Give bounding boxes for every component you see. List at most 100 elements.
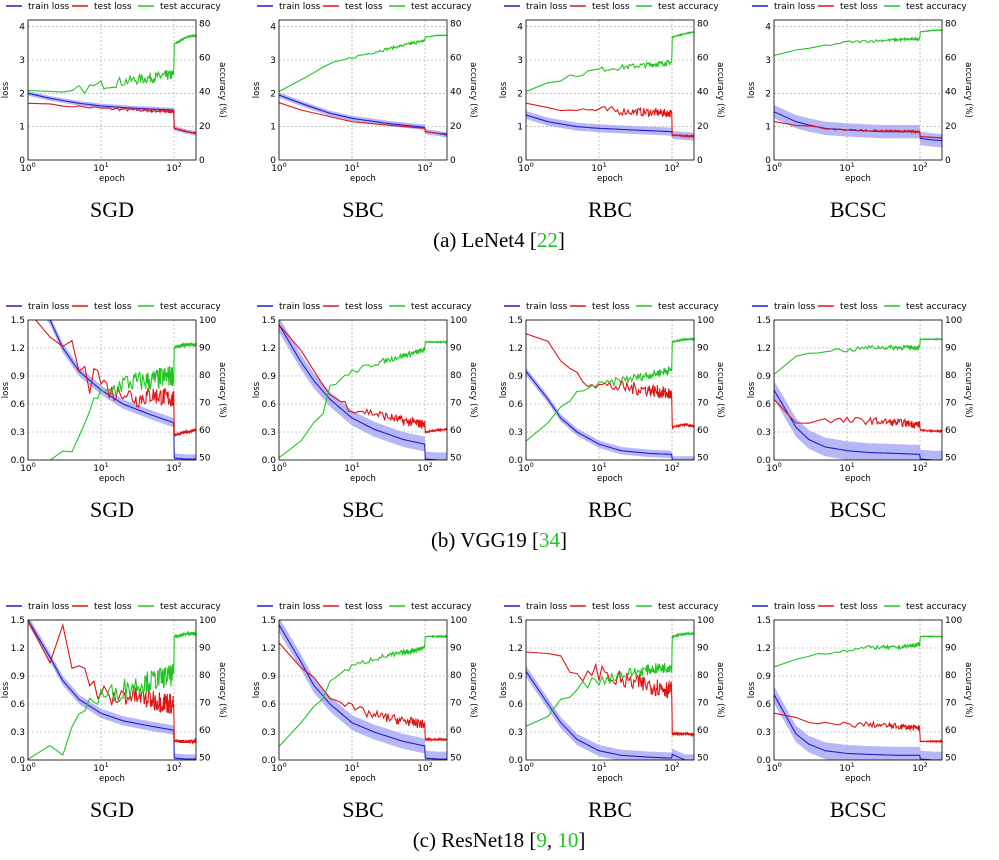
epoch-tick-label: 100 [766, 461, 782, 474]
train-loss-line [526, 370, 694, 460]
train-loss-line [49, 320, 196, 460]
train-loss-band [774, 105, 942, 148]
legend-label-test-accuracy: test accuracy [658, 2, 719, 12]
loss-tick-label: 1.5 [262, 316, 276, 326]
accuracy-tick-label: 70 [199, 398, 211, 408]
test-accuracy-line [774, 337, 942, 375]
loss-tick-label: 0.6 [509, 700, 524, 710]
plot-frame [525, 19, 695, 161]
loss-tick-label: 1 [517, 123, 523, 133]
loss-tick-label: 4 [517, 23, 523, 33]
accuracy-tick-label: 60 [450, 726, 462, 736]
y-axis-label-left: loss [499, 681, 509, 698]
loss-tick-label: 3 [270, 56, 276, 66]
test-loss-line [526, 102, 694, 139]
accuracy-tick-label: 100 [450, 616, 467, 626]
accuracy-tick-label: 80 [450, 19, 462, 29]
citation-link[interactable]: 34 [539, 528, 561, 552]
accuracy-tick-label: 70 [697, 398, 709, 408]
loss-tick-label: 0.3 [509, 728, 523, 738]
loss-tick-label: 2 [270, 89, 276, 99]
accuracy-tick-label: 70 [945, 398, 957, 408]
loss-tick-label: 1.5 [262, 616, 276, 626]
accuracy-tick-label: 80 [450, 371, 462, 381]
loss-tick-label: 1 [19, 123, 25, 133]
epoch-tick-label: 100 [766, 161, 782, 174]
plot-frame [27, 19, 197, 161]
accuracy-tick-label: 40 [945, 88, 957, 98]
loss-tick-label: 1.2 [11, 344, 25, 354]
loss-tick-label: 0.3 [262, 428, 276, 438]
citation-link[interactable]: 9 [536, 828, 547, 852]
y-axis-label-right: accuracy (%) [715, 662, 725, 718]
test-loss-line [526, 651, 694, 738]
accuracy-tick-label: 20 [945, 122, 957, 132]
accuracy-tick-label: 90 [199, 643, 211, 653]
citation-link[interactable]: 10 [557, 828, 578, 852]
x-axis-label: epoch [845, 174, 871, 184]
x-axis-label: epoch [350, 174, 376, 184]
epoch-tick-label: 102 [166, 761, 182, 774]
legend-label-test-accuracy: test accuracy [906, 602, 967, 612]
accuracy-tick-label: 80 [199, 19, 211, 29]
train-loss-line [28, 92, 196, 134]
test-loss-line [279, 102, 447, 135]
loss-tick-label: 4 [270, 23, 276, 33]
accuracy-tick-label: 60 [450, 426, 462, 436]
row-caption: (c) ResNet18 [9, 10] [413, 828, 586, 852]
accuracy-tick-label: 100 [697, 616, 714, 626]
accuracy-tick-label: 60 [199, 426, 211, 436]
train-loss-line [279, 324, 447, 460]
plot-frame [773, 319, 943, 461]
accuracy-tick-label: 60 [945, 54, 957, 64]
loss-tick-label: 1.5 [757, 316, 771, 326]
test-accuracy-line [279, 34, 447, 92]
test-accuracy-line [526, 30, 694, 93]
test-loss-line [34, 320, 196, 437]
accuracy-tick-label: 20 [199, 122, 211, 132]
loss-tick-label: 0.9 [262, 672, 277, 682]
y-axis-label-right: accuracy (%) [468, 62, 478, 118]
citation-link[interactable]: 22 [537, 228, 558, 252]
accuracy-tick-label: 60 [450, 54, 462, 64]
train-loss-band [279, 620, 447, 760]
y-axis-label-right: accuracy (%) [963, 362, 973, 418]
loss-tick-label: 0.3 [757, 428, 771, 438]
epoch-tick-label: 100 [271, 761, 287, 774]
plot-frame [278, 619, 448, 761]
y-axis-label-left: loss [252, 81, 262, 98]
loss-tick-label: 1 [270, 123, 276, 133]
accuracy-tick-label: 60 [697, 726, 709, 736]
plot-frame [278, 19, 448, 161]
subplot-sgd-row-1: 0.0 0.3 0.6 0.9 1.2 1.5 50 60 70 80 90 100 100 101 102… [1, 302, 227, 522]
plot-frame [525, 619, 695, 761]
accuracy-tick-label: 60 [199, 54, 211, 64]
y-axis-label-right: accuracy (%) [217, 62, 227, 118]
y-axis-label-left: loss [1, 681, 11, 698]
epoch-tick-label: 102 [166, 461, 182, 474]
legend-label-train-loss: train loss [774, 2, 816, 12]
legend-label-test-accuracy: test accuracy [411, 302, 472, 312]
loss-tick-label: 0.0 [509, 756, 524, 766]
x-axis-label: epoch [597, 174, 623, 184]
test-accuracy-line [40, 341, 196, 460]
legend-label-train-loss: train loss [279, 302, 321, 312]
y-axis-label-left: loss [1, 81, 11, 98]
y-axis-label-right: accuracy (%) [468, 362, 478, 418]
legend: train loss test loss test accuracy [504, 2, 719, 12]
y-axis-label-left: loss [499, 81, 509, 98]
loss-tick-label: 0.9 [757, 672, 772, 682]
legend-label-test-loss: test loss [840, 2, 878, 12]
test-accuracy-line [279, 634, 447, 747]
y-axis-label-right: accuracy (%) [715, 362, 725, 418]
test-loss-line [28, 102, 196, 135]
accuracy-tick-label: 100 [945, 616, 962, 626]
legend-label-test-accuracy: test accuracy [658, 302, 719, 312]
accuracy-tick-label: 50 [697, 453, 709, 463]
method-caption: SGD [90, 797, 134, 822]
row-caption: (a) LeNet4 [22] [433, 228, 565, 252]
loss-tick-label: 0.3 [757, 728, 771, 738]
epoch-tick-label: 102 [417, 461, 433, 474]
accuracy-tick-label: 50 [199, 453, 211, 463]
